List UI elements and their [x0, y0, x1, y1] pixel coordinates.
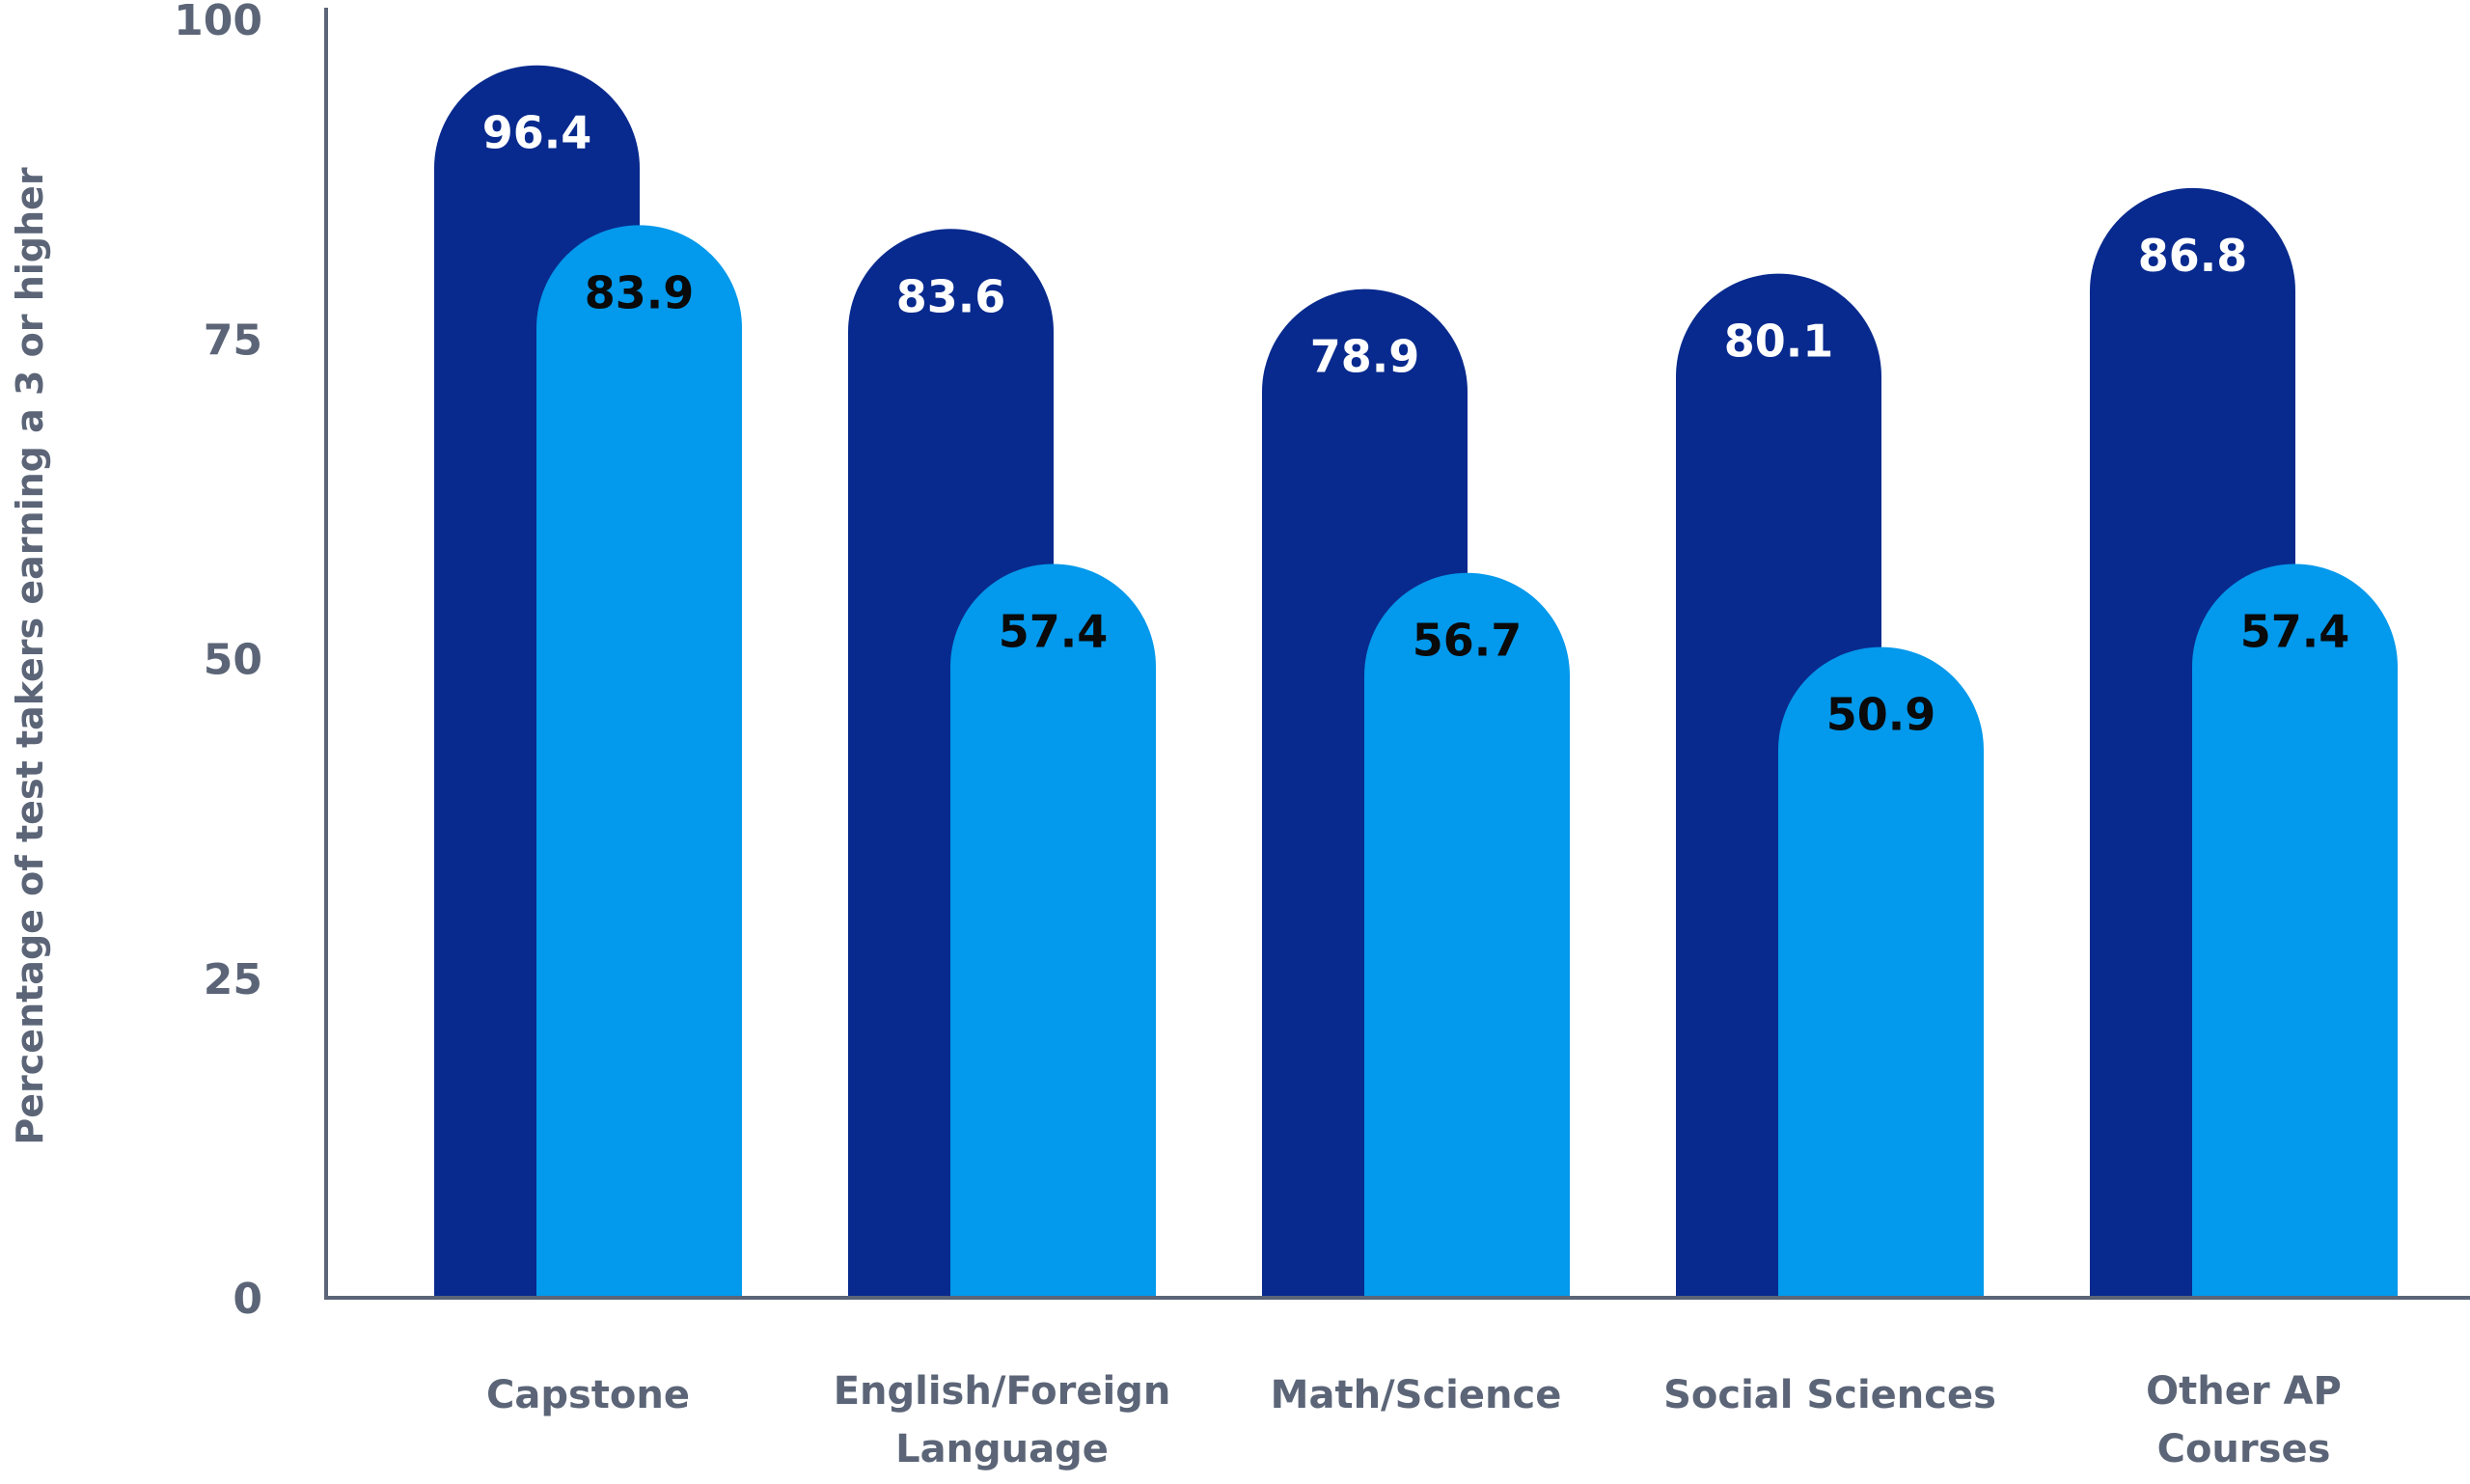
y-tick-label-75: 75: [204, 316, 262, 365]
y-axis-title: Percentage of test takers earning a 3 or…: [9, 167, 51, 1144]
bar-series2-3: [1778, 646, 1984, 1298]
x-category-label-4: Other AP Courses: [2146, 1369, 2342, 1471]
bar-series2-0: [536, 225, 742, 1299]
y-tick-label-0: 0: [233, 1275, 262, 1324]
data-label-series2-3: 50.9: [1826, 689, 1936, 741]
x-category-label-1: English/Foreign Language: [834, 1369, 1171, 1471]
data-label-series1-3: 80.1: [1724, 316, 1834, 368]
y-tick-label-25: 25: [204, 955, 262, 1004]
x-category-label-1-line-1: Language: [895, 1427, 1109, 1471]
bar-series2-1: [950, 563, 1156, 1298]
x-category-label-2-line-0: Math/Science: [1271, 1373, 1562, 1417]
x-category-label-0: Capstone: [486, 1373, 690, 1417]
bars-group: 96.4 83.6 78.9 80.1 86.8 83.9 57.4 56.7 50.9 57.4: [434, 65, 2398, 1299]
data-label-series1-2: 78.9: [1310, 331, 1420, 383]
data-label-series1-4: 86.8: [2138, 230, 2248, 282]
x-category-label-4-line-0: Other AP: [2146, 1369, 2342, 1414]
y-ticks-group: 0 25 50 75 100: [174, 0, 262, 1324]
bar-series2-4: [2192, 563, 2398, 1298]
x-category-label-3-line-0: Social Sciences: [1663, 1373, 1996, 1417]
data-label-series2-0: 83.9: [585, 266, 695, 318]
data-label-series2-1: 57.4: [999, 605, 1109, 657]
x-labels-group: Capstone English/Foreign Language Math/Scie…: [486, 1369, 2342, 1471]
data-label-series2-2: 56.7: [1413, 615, 1523, 667]
data-label-series1-0: 96.4: [482, 107, 592, 159]
x-category-label-3: Social Sciences: [1663, 1373, 1996, 1417]
data-label-series1-1: 83.6: [896, 270, 1006, 322]
data-label-series2-4: 57.4: [2240, 605, 2350, 657]
bar-series2-2: [1364, 572, 1570, 1298]
x-category-label-4-line-1: Courses: [2157, 1427, 2331, 1471]
y-tick-label-50: 50: [204, 636, 262, 685]
x-category-label-0-line-0: Capstone: [486, 1373, 690, 1417]
x-category-label-1-line-0: English/Foreign: [834, 1369, 1171, 1414]
x-category-label-2: Math/Science: [1271, 1373, 1562, 1417]
y-tick-label-100: 100: [174, 0, 262, 45]
